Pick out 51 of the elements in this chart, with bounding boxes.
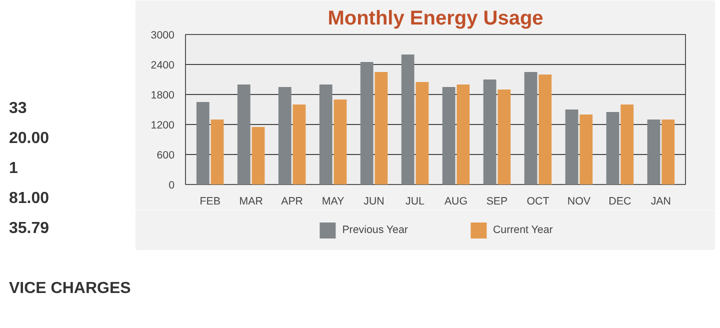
bar: [483, 80, 496, 184]
bar: [456, 84, 470, 184]
x-tick-label: JAN: [650, 196, 671, 208]
bar: [442, 87, 456, 184]
bar: [292, 104, 306, 184]
bar: [565, 110, 578, 184]
x-tick-label: FEB: [200, 196, 220, 208]
y-tick-label: 2400: [150, 60, 175, 72]
text: 1: [9, 160, 18, 178]
bar: [606, 112, 620, 184]
y-tick-label: 3000: [150, 30, 175, 42]
bar: [210, 120, 224, 184]
text: 35.79: [9, 220, 50, 238]
chart-title: Monthly Energy Usage: [328, 8, 544, 30]
bar: [334, 100, 347, 184]
x-tick-label: OCT: [526, 196, 550, 208]
legend-label: Previous Year: [342, 224, 408, 236]
bar: [252, 127, 265, 184]
text: 20.00: [9, 130, 50, 148]
bar: [647, 120, 660, 184]
y-tick-label: 0: [168, 180, 175, 192]
x-tick-label: DEC: [608, 196, 632, 208]
bar: [360, 62, 374, 184]
bar: [580, 114, 593, 184]
x-tick-label: JUN: [364, 196, 384, 208]
text: 33: [9, 100, 27, 118]
text: VICE CHARGES: [9, 280, 131, 298]
bar: [498, 90, 511, 184]
bar: [538, 74, 552, 184]
x-tick-label: APR: [281, 196, 304, 208]
x-tick-label: MAR: [239, 196, 264, 208]
x-tick-label: NOV: [567, 196, 592, 208]
bar: [401, 54, 414, 184]
bar: [374, 72, 388, 184]
bar: [524, 72, 538, 184]
x-tick-label: JUL: [406, 196, 425, 208]
y-tick-label: 1800: [150, 90, 175, 102]
bar: [278, 87, 292, 184]
bar: [662, 120, 675, 184]
y-tick-label: 600: [156, 150, 175, 162]
bar: [416, 82, 429, 184]
bar: [319, 84, 332, 184]
legend-label: Current Year: [492, 224, 553, 236]
x-tick-label: AUG: [444, 196, 468, 208]
x-tick-label: SEP: [486, 196, 508, 208]
bar: [237, 84, 250, 184]
y-tick-label: 1200: [150, 120, 175, 132]
bar: [620, 104, 634, 184]
x-tick-label: MAY: [322, 196, 344, 208]
bar: [196, 102, 210, 184]
text: 81.00: [9, 190, 50, 208]
